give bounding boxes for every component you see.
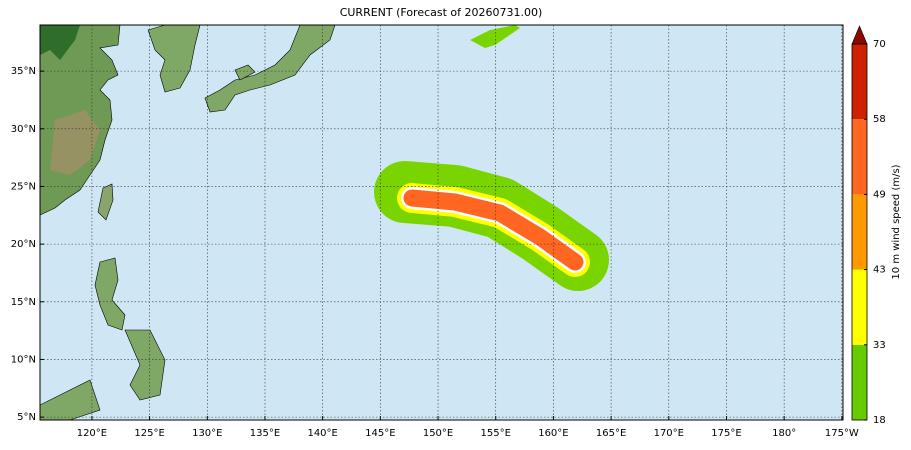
colorbar-label: 10 m wind speed (m/s) xyxy=(891,164,902,279)
colorbar-tick-label: 18 xyxy=(873,415,886,426)
y-tick-label: 20°N xyxy=(11,239,36,250)
x-tick-label: 135°E xyxy=(250,428,280,439)
y-tick-label: 35°N xyxy=(11,66,36,77)
colorbar-tick-label: 70 xyxy=(873,39,886,50)
x-tick-label: 175°E xyxy=(711,428,741,439)
x-tick-label: 180° xyxy=(772,428,796,439)
y-tick-label: 10°N xyxy=(11,354,36,365)
map-frame xyxy=(39,24,844,421)
x-tick-label: 130°E xyxy=(192,428,222,439)
colorbar-segment xyxy=(852,194,867,270)
land-luzon xyxy=(94,257,126,331)
x-tick-label: 120°E xyxy=(77,428,107,439)
x-tick-label: 170°E xyxy=(654,428,684,439)
colorbar-tick-label: 58 xyxy=(873,114,886,125)
colorbar-tick-label: 33 xyxy=(873,340,886,351)
land-shade xyxy=(40,25,80,60)
land-japan-north xyxy=(234,64,256,81)
x-tick-label: 140°E xyxy=(307,428,337,439)
land-taiwan xyxy=(97,183,114,221)
x-tick-label: 175°W xyxy=(825,428,859,439)
colorbar-tick-label: 49 xyxy=(873,189,886,200)
colorbar-segment xyxy=(852,344,867,420)
land-japan xyxy=(204,24,336,113)
grid: 120°E 125°E 130°E 135°E 140°E 145°E 150°E 155°E… xyxy=(11,25,859,439)
y-tick-label: 30°N xyxy=(11,124,36,135)
colorbar-extend xyxy=(851,25,868,45)
colorbar-segment xyxy=(852,119,867,195)
x-tick-label: 165°E xyxy=(596,428,626,439)
colorbar-segment xyxy=(852,44,867,120)
wind-swath xyxy=(374,25,609,291)
x-tick-label: 155°E xyxy=(481,428,511,439)
colorbar-tick-label: 43 xyxy=(873,265,886,276)
x-tick-label: 150°E xyxy=(423,428,453,439)
map-area xyxy=(39,24,843,421)
colorbar: 18 33 43 49 58 70 xyxy=(851,25,886,426)
x-tick-label: 125°E xyxy=(134,428,164,439)
map-title: CURRENT (Forecast of 20260731.00) xyxy=(340,6,543,19)
y-tick-label: 25°N xyxy=(11,181,36,192)
colorbar-segment xyxy=(852,269,867,345)
y-tick-label: 5°N xyxy=(17,412,36,423)
x-tick-label: 145°E xyxy=(365,428,395,439)
land-mindanao xyxy=(124,329,166,401)
y-tick-label: 15°N xyxy=(11,297,36,308)
x-tick-label: 160°E xyxy=(538,428,568,439)
colorbar-frame xyxy=(851,43,868,421)
land-relief xyxy=(50,110,100,175)
